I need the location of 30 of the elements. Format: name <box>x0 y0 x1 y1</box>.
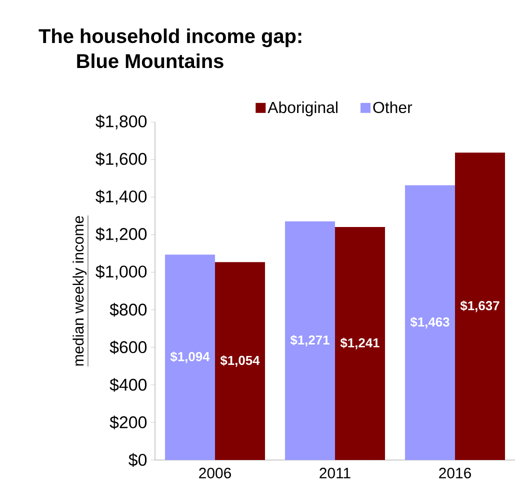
y-tick-label: $1,000 <box>96 264 147 280</box>
data-label: $1,637 <box>460 300 500 312</box>
y-tick-label: $1,400 <box>96 190 147 204</box>
legend-label: Aboriginal <box>268 101 338 116</box>
legend-label: Other <box>373 101 412 114</box>
bar <box>165 254 215 460</box>
chart-title: The household income gap: <box>38 28 302 48</box>
y-tick-label: $0 <box>128 453 147 467</box>
bar <box>455 152 506 460</box>
data-label: $1,054 <box>220 355 260 367</box>
y-axis-title: median weekly income <box>72 216 87 366</box>
y-tick-label: $200 <box>110 416 147 430</box>
data-label: $1,271 <box>290 334 330 346</box>
data-label: $1,463 <box>410 316 450 328</box>
chart-subtitle: Blue Mountains <box>77 54 224 68</box>
data-label: $1,241 <box>340 338 380 350</box>
y-tick-label: $1,600 <box>96 152 147 167</box>
y-tick-label: $600 <box>110 340 147 354</box>
bar <box>405 185 456 460</box>
x-tick-label: 2016 <box>439 468 471 478</box>
bar <box>285 221 336 460</box>
bar <box>335 226 386 460</box>
y-tick-label: $400 <box>110 378 147 392</box>
bar <box>215 262 266 460</box>
y-tick-label: $800 <box>110 302 147 317</box>
y-tick-label: $1,200 <box>96 227 147 242</box>
x-tick-label: 2006 <box>199 468 231 478</box>
data-label: $1,094 <box>170 351 210 364</box>
x-tick-label: 2011 <box>320 468 350 478</box>
y-tick-label: $1,800 <box>96 114 147 130</box>
